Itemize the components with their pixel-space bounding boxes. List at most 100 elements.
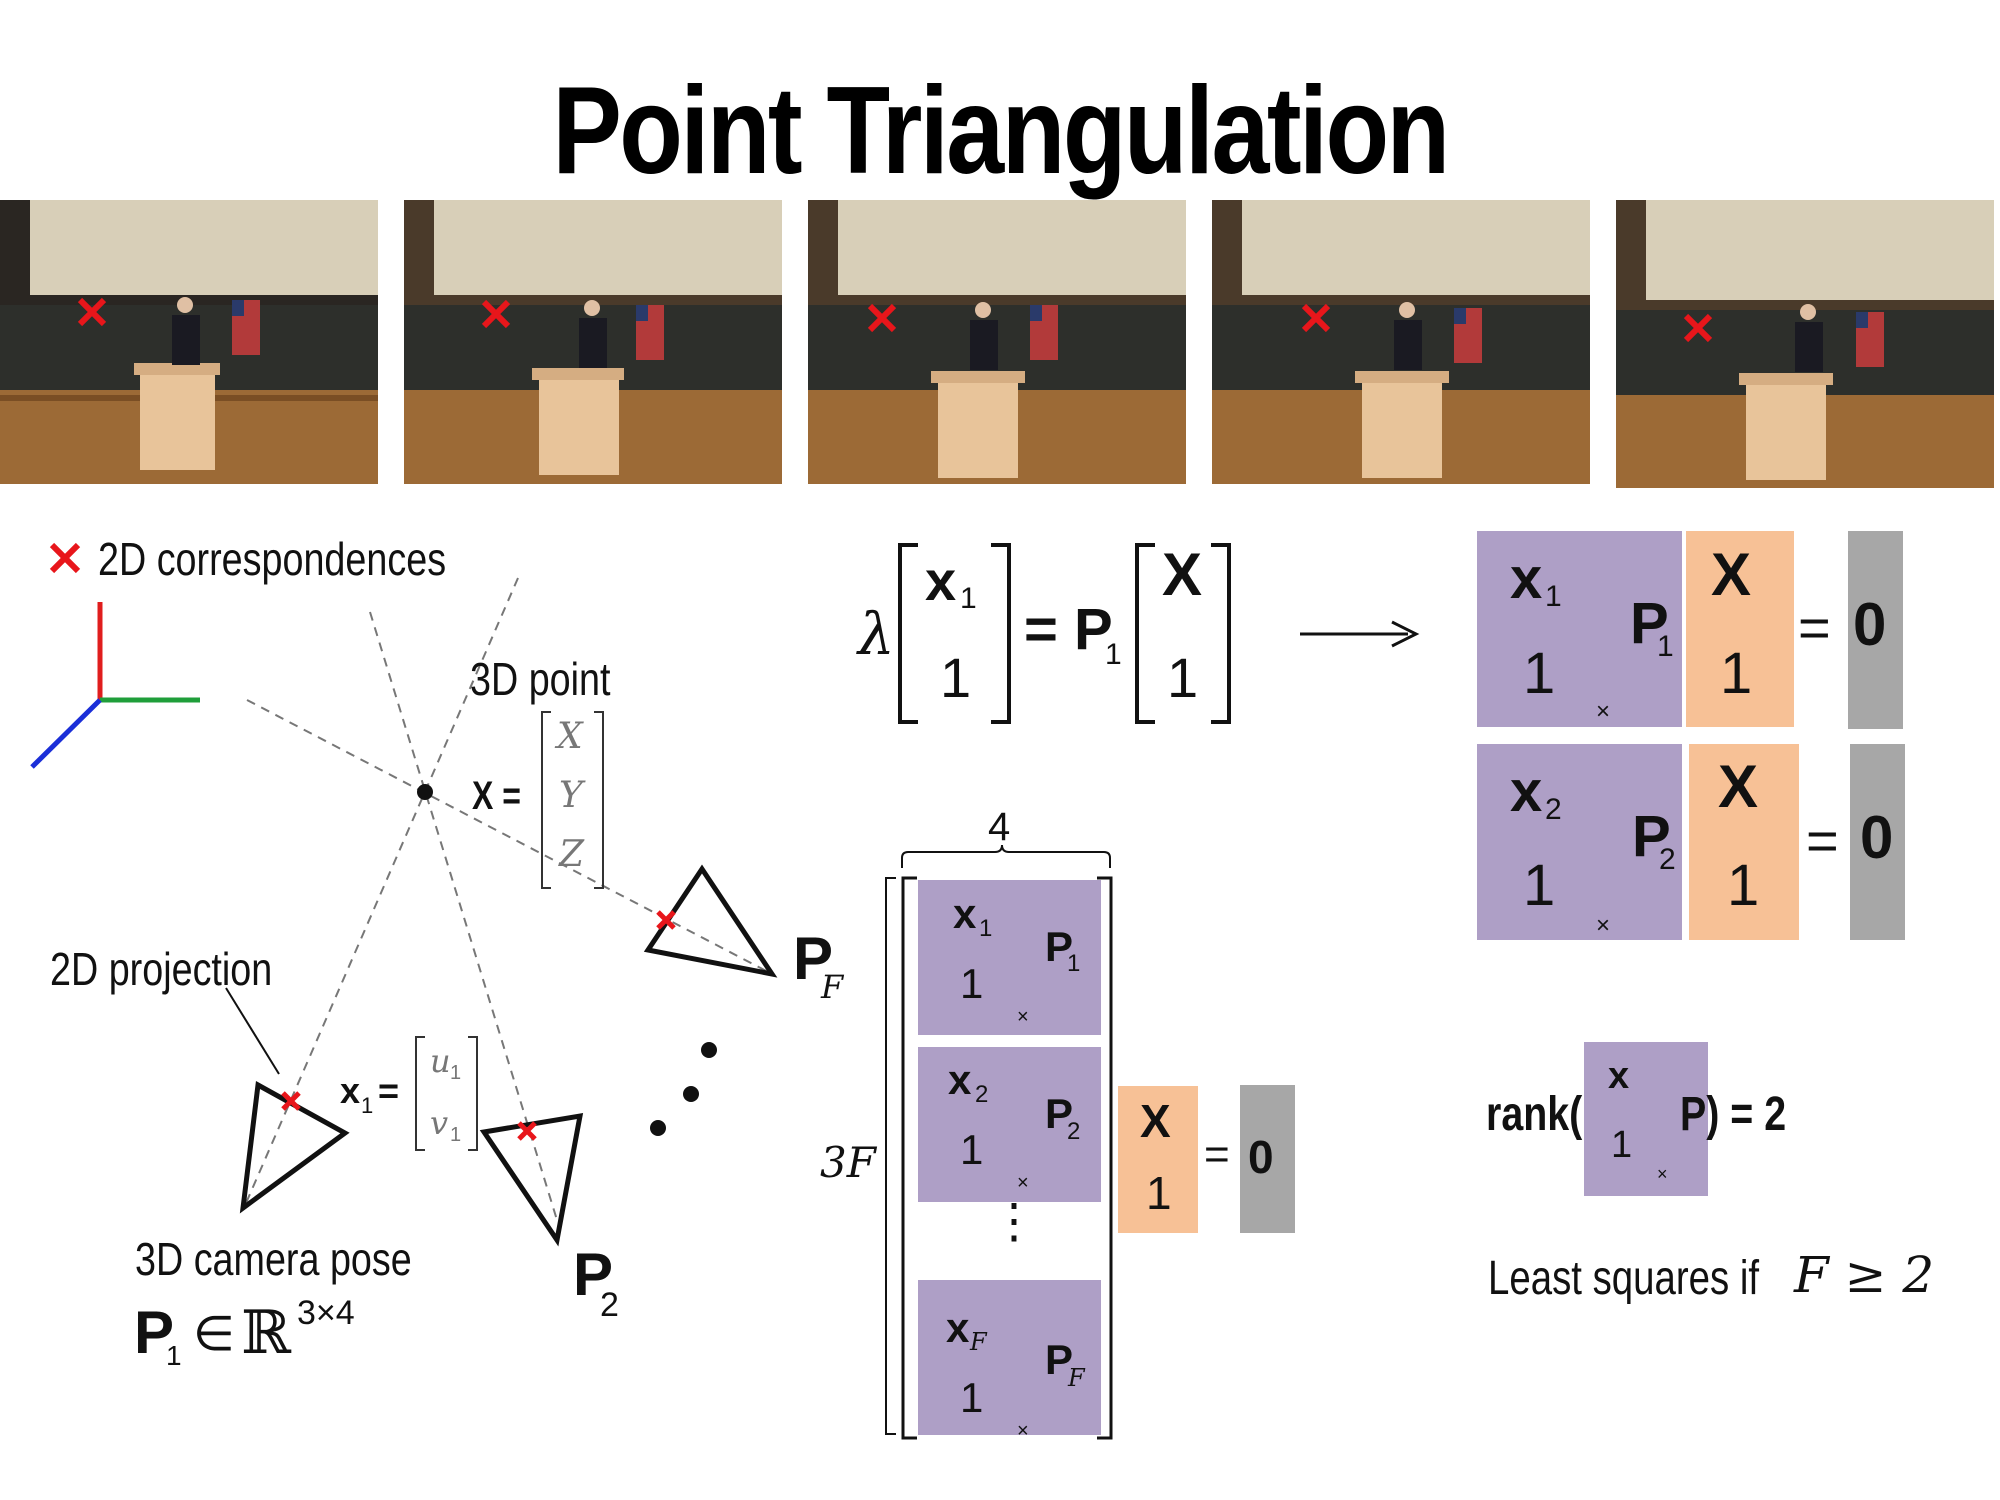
stack-row2-times: × — [1017, 1172, 1029, 1194]
stack-row2-x: x — [948, 1056, 972, 1103]
stack-zero-block — [1240, 1085, 1295, 1233]
camera-2-triangle — [479, 1112, 584, 1247]
req2-oneb: 1 — [1727, 853, 1760, 918]
least-squares-text: Least squares if — [1488, 1252, 1760, 1305]
rank-x: x — [1608, 1055, 1630, 1097]
label-2d-projection: 2D projection — [50, 943, 273, 995]
stack-row-1-block — [918, 880, 1101, 1035]
ellipsis-dot-2 — [683, 1086, 699, 1102]
video-frame-5 — [1616, 200, 1994, 488]
rank-times: × — [1657, 1164, 1668, 1184]
stack-eq: = — [1204, 1130, 1230, 1179]
height-brace — [885, 877, 896, 1435]
right-eq1-orange — [1686, 531, 1794, 727]
X-vec-Z: Z — [559, 834, 585, 875]
x1-eq-sub: 1 — [361, 1093, 374, 1118]
camera-F-triangle — [643, 864, 778, 978]
eq-equals-P: = P — [1024, 597, 1113, 662]
right-eq1-purple — [1477, 531, 1682, 727]
stack-row2-P: P — [1045, 1090, 1074, 1137]
P1-sub: 1 — [166, 1340, 182, 1371]
arrow-head — [1391, 620, 1420, 648]
req2-Psub: 2 — [1659, 843, 1676, 876]
stack-row-F-block — [918, 1280, 1101, 1435]
stack-rowF-times: × — [1017, 1420, 1029, 1442]
arrow-glyph: ⟶ — [1300, 600, 1301, 601]
video-frame-3 — [808, 200, 1186, 484]
req2-x: x — [1510, 759, 1543, 824]
x1-vec-u-sub: 1 — [450, 1062, 462, 1084]
right-eq2-orange — [1689, 744, 1799, 940]
x1-eq-sign: = — [378, 1070, 400, 1111]
x1-vec-v-sub: 1 — [450, 1124, 462, 1146]
req2-times: × — [1596, 912, 1611, 939]
axis-z — [30, 698, 102, 769]
label-X-eq: X = — [472, 774, 521, 818]
stack-rowF-P: P — [1045, 1336, 1074, 1383]
eq-one-left: 1 — [940, 646, 972, 709]
right-eq2-purple — [1477, 744, 1682, 940]
req2-sub: 2 — [1545, 793, 1562, 826]
legend-label: 2D correspondences — [98, 533, 447, 585]
req2-X: X — [1718, 753, 1759, 820]
PF-sub: F — [821, 968, 844, 1006]
req2-zero: 0 — [1860, 804, 1894, 871]
req2-P: P — [1632, 804, 1671, 869]
reals-symbol: ℝ — [241, 1298, 291, 1368]
req1-one: 1 — [1523, 641, 1556, 706]
X-vec-X: X — [557, 716, 583, 757]
x1-vec-u: u — [430, 1042, 451, 1080]
rank-prefix: rank( — [1486, 1088, 1583, 1141]
dims-superscript: 3×4 — [297, 1294, 355, 1332]
stack-rowF-one: 1 — [960, 1374, 984, 1421]
stack-row-2-block — [918, 1047, 1101, 1202]
label-3d-point: 3D point — [470, 653, 611, 705]
eq-x-sub: 1 — [960, 582, 977, 615]
req1-times: × — [1596, 698, 1611, 725]
stack-row1-Psub: 1 — [1067, 950, 1081, 977]
eq-x: x — [925, 549, 957, 612]
right-eq2-gray — [1850, 744, 1905, 940]
element-of: ∈ — [193, 1308, 235, 1361]
stack-width-label: 4 — [988, 805, 1011, 849]
req2-one: 1 — [1523, 853, 1556, 918]
req1-sub: 1 — [1545, 580, 1562, 613]
X-vec-Y: Y — [559, 775, 583, 816]
stack-zero: 0 — [1248, 1131, 1274, 1183]
eq-P-sub: 1 — [1105, 638, 1122, 671]
eq-X: X — [1162, 541, 1203, 608]
req1-x: x — [1510, 546, 1543, 611]
req1-oneb: 1 — [1720, 641, 1753, 706]
stack-row2-sub: 2 — [975, 1081, 989, 1108]
eq-one-right: 1 — [1167, 646, 1199, 709]
eq-lambda: λ — [858, 600, 895, 668]
legend-x-marker — [49, 542, 81, 574]
x1-vec-v: v — [430, 1104, 449, 1142]
rank-suffix: P) = 2 — [1680, 1088, 1787, 1141]
stack-row1-x: x — [953, 890, 977, 937]
ellipsis-dot-1 — [701, 1042, 717, 1058]
rank-block — [1584, 1042, 1708, 1196]
rank-one: 1 — [1611, 1124, 1633, 1166]
req1-eq: = — [1798, 596, 1831, 659]
P2-sub: 2 — [600, 1286, 619, 1324]
stack-height-label: 3F — [820, 1138, 876, 1187]
stack-row2-one: 1 — [960, 1126, 984, 1173]
P1-label: P — [134, 1299, 175, 1366]
least-squares-condition: F ≥ 2 — [1794, 1246, 1935, 1304]
label-camera-pose: 3D camera pose — [135, 1233, 412, 1285]
camera-1-triangle — [239, 1081, 350, 1214]
stack-X: X — [1140, 1095, 1171, 1147]
stack-row1-one: 1 — [960, 960, 984, 1007]
req1-X: X — [1711, 541, 1752, 608]
stack-row1-times: × — [1017, 1006, 1029, 1028]
ellipsis-dot-3 — [650, 1120, 666, 1136]
3d-point-dot — [417, 784, 433, 800]
stack-rowF-Psub: F — [1068, 1364, 1085, 1392]
projection-leader-line — [225, 987, 280, 1075]
req1-zero: 0 — [1853, 591, 1887, 658]
x1-eq-x: x — [340, 1070, 361, 1111]
stack-X-one: 1 — [1146, 1167, 1172, 1219]
slide-title: Point Triangulation — [552, 62, 1450, 200]
req1-P: P — [1630, 591, 1669, 656]
